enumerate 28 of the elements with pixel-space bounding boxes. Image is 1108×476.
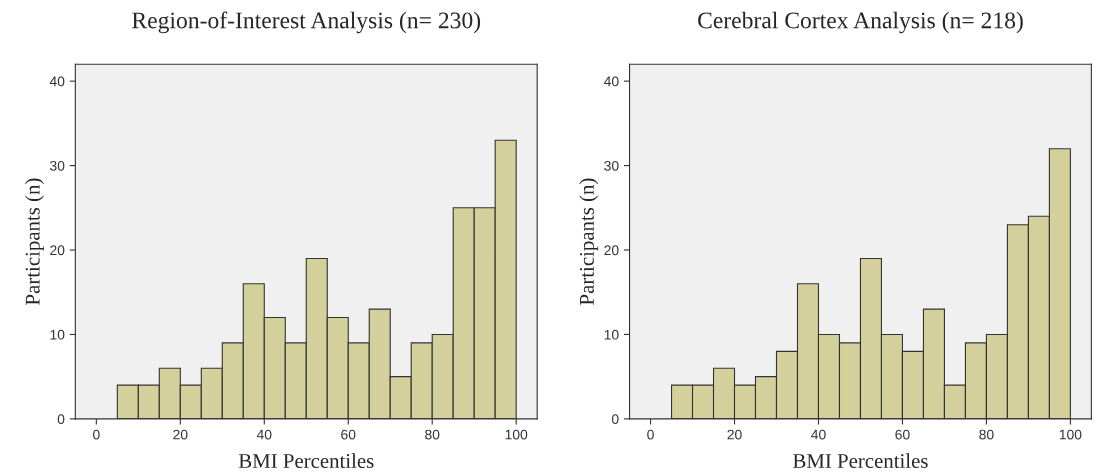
y-tick-label: 20 [604, 245, 619, 256]
y-tick-label: 30 [50, 160, 65, 171]
x-axis-title: BMI Percentiles [793, 453, 928, 469]
y-tick-label: 0 [57, 414, 65, 425]
x-tick-label: 60 [895, 429, 910, 440]
y-tick-label: 10 [50, 329, 65, 340]
x-tick-label: 20 [727, 429, 742, 440]
y-tick-label: 0 [611, 414, 619, 425]
x-tick-label: 100 [1059, 429, 1082, 440]
y-axis-title: Participants (n) [25, 178, 44, 305]
y-axis-title: Participants (n) [579, 178, 599, 305]
x-axis-title: BMI Percentiles [238, 453, 374, 469]
chart-title: Region-of-Interest Analysis (n= 230) [132, 11, 481, 34]
y-tick-label: 10 [604, 329, 619, 340]
x-tick-label: 80 [425, 429, 440, 440]
x-tick-label: 40 [811, 429, 826, 440]
chart-title: Cerebral Cortex Analysis (n= 218) [698, 11, 1023, 34]
y-tick-label: 30 [604, 160, 619, 171]
x-tick-label: 0 [647, 429, 654, 440]
x-tick-label: 20 [173, 429, 188, 440]
x-tick-label: 60 [341, 429, 356, 440]
y-tick-label: 40 [604, 76, 619, 87]
x-tick-label: 40 [256, 429, 272, 440]
y-tick-label: 20 [50, 245, 65, 256]
y-tick-label: 40 [49, 76, 65, 87]
x-tick-label: 0 [93, 429, 100, 440]
x-tick-label: 80 [979, 429, 994, 440]
x-tick-label: 100 [505, 429, 528, 440]
